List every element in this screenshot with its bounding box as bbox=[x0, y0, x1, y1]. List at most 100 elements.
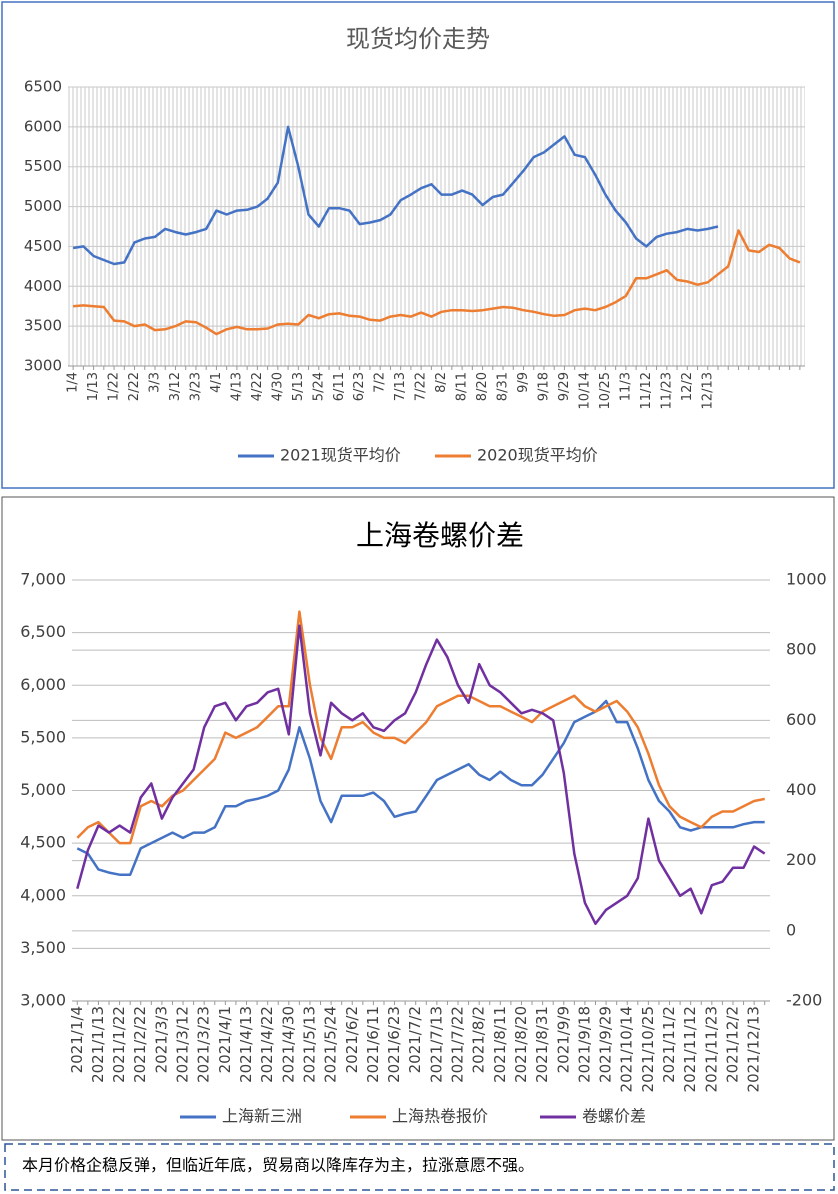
x-tick-label: 2021/4/1 bbox=[216, 1006, 234, 1073]
x-tick-label: 2021/1/22 bbox=[110, 1006, 128, 1083]
x-tick-label: 9/29 bbox=[557, 372, 572, 401]
x-tick-label: 2021/12/2 bbox=[723, 1006, 741, 1083]
x-tick-label: 4/22 bbox=[250, 372, 265, 401]
x-tick-label: 2021/10/14 bbox=[618, 1006, 636, 1092]
legend-label: 2021现货平均价 bbox=[280, 446, 401, 465]
y2-tick-label: 200 bbox=[786, 850, 817, 869]
x-tick-label: 2021/6/2 bbox=[343, 1006, 361, 1073]
note-text: 本月价格企稳反弹，但临近年底，贸易商以降库存为主，拉涨意愿不强。 bbox=[22, 1156, 534, 1175]
x-tick-label: 2021/8/11 bbox=[491, 1006, 509, 1083]
x-tick-label: 2021/11/2 bbox=[660, 1006, 678, 1083]
x-tick-label: 2021/4/22 bbox=[258, 1006, 276, 1083]
x-tick-label: 3/12 bbox=[168, 372, 183, 401]
x-tick-label: 2021/4/30 bbox=[279, 1006, 297, 1083]
x-tick-label: 11/12 bbox=[639, 372, 654, 409]
chart-title: 现货均价走势 bbox=[346, 25, 490, 53]
y-tick-label: 4,500 bbox=[20, 833, 66, 852]
y-tick-label: 5,000 bbox=[20, 780, 66, 799]
x-tick-label: 7/2 bbox=[373, 372, 388, 393]
x-tick-label: 11/3 bbox=[618, 372, 633, 401]
series-line bbox=[73, 229, 801, 336]
x-tick-label: 2021/9/9 bbox=[554, 1006, 572, 1073]
x-tick-label: 2021/2/22 bbox=[131, 1006, 149, 1083]
chart-frame bbox=[1, 496, 835, 1141]
y-tick-label: 3,000 bbox=[20, 991, 66, 1010]
y-tick-label: 4000 bbox=[24, 277, 62, 295]
x-tick-label: 12/13 bbox=[700, 372, 715, 409]
x-tick-label: 3/23 bbox=[188, 372, 203, 401]
y2-tick-label: 400 bbox=[786, 780, 817, 799]
y-tick-label: 5000 bbox=[24, 197, 62, 215]
y-tick-label: 4,000 bbox=[20, 885, 66, 904]
series-line bbox=[76, 624, 766, 926]
x-tick-label: 2021/6/11 bbox=[364, 1006, 382, 1083]
y-tick-label: 6500 bbox=[24, 78, 62, 96]
x-tick-label: 11/23 bbox=[659, 372, 674, 409]
x-tick-label: 2021/11/23 bbox=[702, 1006, 720, 1092]
x-tick-label: 1/4 bbox=[66, 372, 81, 393]
y2-tick-label: 1000 bbox=[786, 570, 827, 589]
x-tick-label: 4/1 bbox=[209, 372, 224, 393]
x-tick-label: 2021/3/3 bbox=[152, 1006, 170, 1073]
x-tick-label: 3/3 bbox=[148, 372, 163, 393]
x-tick-label: 2021/5/24 bbox=[322, 1006, 340, 1083]
x-tick-label: 8/20 bbox=[475, 372, 490, 401]
note-box bbox=[4, 1143, 835, 1191]
x-tick-label: 6/11 bbox=[332, 372, 347, 401]
series-line bbox=[76, 699, 765, 876]
x-tick-label: 2021/7/2 bbox=[406, 1006, 424, 1073]
y-tick-label: 5500 bbox=[24, 157, 62, 175]
y2-tick-label: 0 bbox=[786, 920, 796, 939]
x-tick-label: 2021/11/12 bbox=[681, 1006, 699, 1092]
x-tick-label: 2021/7/22 bbox=[449, 1006, 467, 1083]
x-tick-label: 1/13 bbox=[86, 372, 101, 401]
y-tick-label: 3,500 bbox=[20, 938, 66, 957]
y2-tick-label: 600 bbox=[786, 710, 817, 729]
x-tick-label: 2021/7/13 bbox=[427, 1006, 445, 1083]
legend-label: 上海热卷报价 bbox=[392, 1107, 488, 1126]
x-tick-label: 10/25 bbox=[598, 372, 613, 409]
y-tick-label: 7,000 bbox=[20, 570, 66, 589]
x-tick-label: 7/22 bbox=[414, 372, 429, 401]
x-tick-label: 8/11 bbox=[455, 372, 470, 401]
x-tick-label: 2/22 bbox=[127, 372, 142, 401]
x-tick-label: 7/13 bbox=[393, 372, 408, 401]
y-tick-label: 3500 bbox=[24, 317, 62, 335]
x-tick-label: 2021/1/13 bbox=[89, 1006, 107, 1083]
x-tick-label: 5/24 bbox=[311, 372, 326, 401]
x-tick-label: 1/22 bbox=[107, 372, 122, 401]
x-tick-label: 2021/10/25 bbox=[639, 1006, 657, 1092]
x-tick-label: 2021/9/18 bbox=[575, 1006, 593, 1083]
x-tick-label: 2021/8/20 bbox=[512, 1006, 530, 1083]
y2-tick-label: -200 bbox=[786, 991, 822, 1010]
legend-label: 上海新三洲 bbox=[222, 1107, 302, 1126]
x-tick-label: 2021/4/13 bbox=[237, 1006, 255, 1083]
y-tick-label: 3000 bbox=[24, 357, 62, 375]
x-tick-label: 2021/3/12 bbox=[174, 1006, 192, 1083]
x-tick-label: 2021/6/23 bbox=[385, 1006, 403, 1083]
y2-tick-label: 800 bbox=[786, 640, 817, 659]
x-tick-label: 2021/12/13 bbox=[745, 1006, 763, 1092]
x-tick-label: 2021/8/2 bbox=[470, 1006, 488, 1073]
chart-title: 上海卷螺价差 bbox=[356, 519, 524, 552]
x-tick-label: 4/30 bbox=[270, 372, 285, 401]
x-tick-label: 2021/9/29 bbox=[597, 1006, 615, 1083]
series-line bbox=[72, 125, 719, 266]
x-tick-label: 12/2 bbox=[680, 372, 695, 401]
y-tick-label: 6000 bbox=[24, 117, 62, 135]
y-tick-label: 4500 bbox=[24, 237, 62, 255]
x-tick-label: 5/13 bbox=[291, 372, 306, 401]
x-tick-label: 2021/8/31 bbox=[533, 1006, 551, 1083]
legend-label: 卷螺价差 bbox=[582, 1107, 646, 1126]
x-tick-label: 2021/1/4 bbox=[68, 1006, 86, 1073]
x-tick-label: 9/9 bbox=[516, 372, 531, 393]
y-tick-label: 5,500 bbox=[20, 727, 66, 746]
x-tick-label: 6/23 bbox=[352, 372, 367, 401]
plot-hatch bbox=[68, 87, 805, 366]
x-tick-label: 2021/5/13 bbox=[300, 1006, 318, 1083]
x-tick-label: 8/31 bbox=[496, 372, 511, 401]
legend-label: 2020现货平均价 bbox=[477, 446, 598, 465]
y-tick-label: 6,000 bbox=[20, 675, 66, 694]
series-line bbox=[76, 610, 765, 845]
